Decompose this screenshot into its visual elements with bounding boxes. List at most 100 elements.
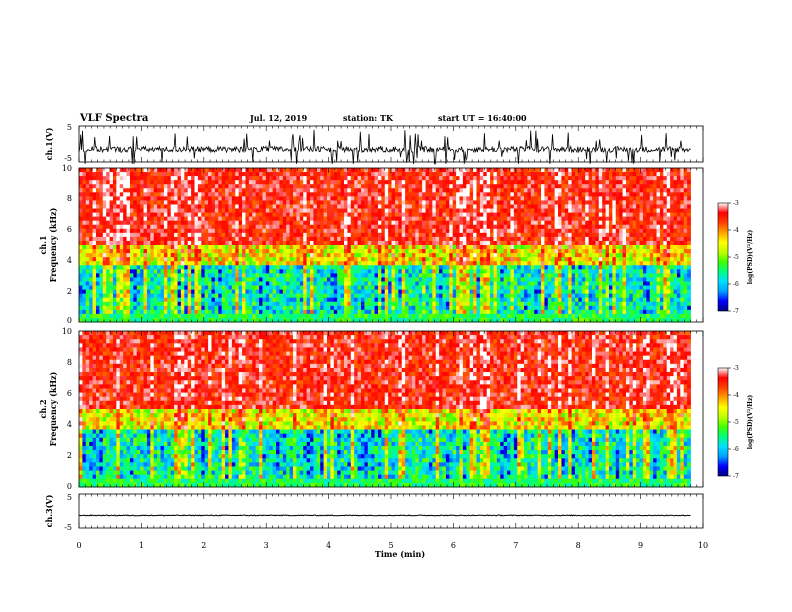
spectrogram-cell (92, 245, 97, 250)
spectrogram-cell (242, 293, 246, 299)
spectrogram-cell (405, 285, 409, 290)
spectrogram-cell (418, 172, 423, 177)
spectrogram-cell (95, 293, 100, 299)
spectrogram-cell (289, 192, 294, 197)
spectrogram-cell (296, 220, 301, 226)
spectrogram-cell (157, 257, 161, 262)
spectrogram-cell (428, 180, 433, 185)
spectrogram-cell (449, 293, 454, 299)
spectrogram-cell (456, 236, 460, 242)
spectrogram-cell (357, 192, 362, 197)
spectrogram-cell (160, 277, 165, 282)
spectrogram-cell (330, 249, 335, 254)
spectrogram-cell (503, 224, 508, 230)
spectrogram-cell (163, 216, 168, 222)
spectrogram-cell (496, 281, 501, 286)
spectrogram-cell (272, 257, 277, 262)
spectrogram-cell (116, 196, 121, 201)
spectrogram-cell (180, 269, 185, 274)
spectrogram-cell (343, 273, 348, 278)
spectrogram-cell (116, 208, 121, 213)
spectrogram-cell (248, 236, 253, 242)
spectrogram-cell (126, 317, 131, 323)
spectrogram-cell (343, 257, 348, 262)
spectrogram-cell (350, 200, 355, 205)
spectrogram-cell (449, 261, 454, 266)
spectrogram-cell (296, 200, 301, 205)
spectrogram-cell (483, 168, 488, 173)
spectrogram-cell (221, 196, 226, 201)
spectrogram-cell (221, 257, 226, 262)
spectrogram-cell (191, 265, 195, 270)
spectrogram-cell (343, 224, 348, 230)
spectrogram-cell (293, 240, 297, 246)
spectrogram-cell (401, 204, 406, 209)
spectrogram-cell (456, 285, 460, 290)
spectrogram-cell (184, 257, 189, 262)
spectrogram-cell (146, 196, 151, 201)
spectrogram-cell (296, 188, 301, 193)
spectrogram-cell (211, 281, 216, 286)
spectrogram-cell (350, 253, 355, 258)
spectrogram-cell (456, 196, 460, 201)
spectrogram-cell (79, 168, 83, 173)
spectrogram-cell (425, 289, 430, 295)
spectrogram-cell (242, 261, 246, 266)
spectrogram-cell (126, 245, 131, 250)
spectrogram-cell (476, 293, 481, 299)
spectrogram-cell (248, 293, 253, 299)
spectrogram-cell (276, 273, 280, 278)
spectrogram-cell (439, 301, 443, 307)
spectrogram-cell (323, 269, 328, 274)
spectrogram-cell (242, 200, 246, 205)
spectrogram-cell (456, 313, 460, 319)
spectrogram-cell (357, 289, 362, 295)
spectrogram-cell (225, 285, 229, 290)
spectrogram-cell (303, 240, 308, 246)
spectrogram-cell (422, 192, 426, 197)
spectrogram-cell (136, 192, 141, 197)
spectrogram-cell (235, 240, 240, 246)
spectrogram-cell (296, 305, 301, 311)
spectrogram-cell (333, 313, 338, 319)
spectrogram-cell (418, 224, 423, 230)
spectrogram-cell (238, 212, 243, 218)
spectrogram-cell (452, 257, 457, 262)
spectrogram-cell (282, 216, 287, 222)
spectrogram-cell (112, 289, 117, 295)
spectrogram-cell (276, 224, 280, 230)
spectrogram-cell (462, 281, 467, 286)
spectrogram-cell (116, 212, 121, 218)
spectrogram-cell (398, 228, 403, 234)
spectrogram-cell (442, 180, 447, 185)
spectrogram-cell (435, 200, 440, 205)
spectrogram-cell (384, 204, 389, 209)
spectrogram-cell (381, 289, 386, 295)
spectrogram-cell (418, 212, 423, 218)
spectrogram-cell (282, 249, 287, 254)
spectrogram-cell (503, 200, 508, 205)
spectrogram-cell (102, 176, 107, 181)
spectrogram-cell (259, 228, 263, 234)
spectrogram-cell (340, 269, 345, 274)
spectrogram-cell (102, 240, 107, 246)
spectrogram-cell (428, 212, 433, 218)
spectrogram-cell (493, 188, 498, 193)
spectrogram-cell (357, 212, 362, 218)
spectrogram-cell (129, 253, 134, 258)
spectrogram-cell (486, 240, 491, 246)
spectrogram-cell (272, 240, 277, 246)
spectrogram-cell (466, 265, 471, 270)
spectrogram-cell (187, 212, 192, 218)
spectrogram-cell (432, 253, 437, 258)
spectrogram-cell (418, 285, 423, 290)
spectrogram-cell (106, 220, 110, 226)
spectrogram-cell (320, 289, 325, 295)
spectrogram-cell (371, 273, 375, 278)
spectrogram-cell (99, 236, 104, 242)
spectrogram-cell (296, 184, 301, 189)
spectrogram-cell (347, 172, 352, 177)
spectrogram-cell (496, 192, 501, 197)
spectrogram-cell (279, 245, 284, 250)
